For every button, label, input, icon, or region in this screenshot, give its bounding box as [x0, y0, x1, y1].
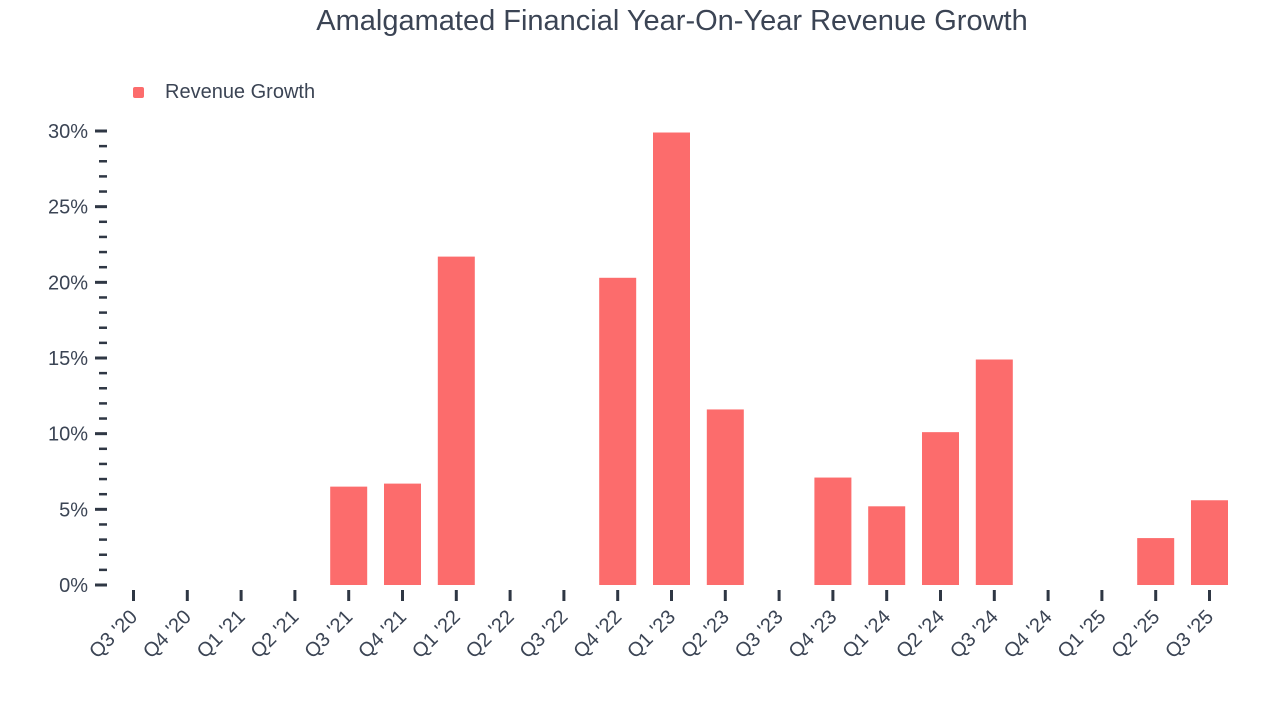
legend: Revenue Growth [133, 81, 315, 104]
x-axis-label: Q3 '23 [731, 606, 788, 663]
x-axis-label: Q2 '24 [892, 606, 949, 663]
x-axis-label: Q1 '24 [838, 606, 895, 663]
x-axis-label: Q3 '24 [946, 606, 1003, 663]
x-axis-label: Q4 '24 [1000, 606, 1057, 663]
x-axis-label: Q4 '23 [785, 606, 842, 663]
bar [437, 256, 475, 585]
x-axis-label: Q3 '22 [516, 606, 573, 663]
y-axis-label: 30% [48, 121, 88, 143]
bar [814, 477, 852, 585]
x-axis-label: Q3 '25 [1161, 606, 1218, 663]
bar [330, 486, 368, 585]
bar [653, 132, 690, 585]
y-axis-label: 5% [59, 499, 88, 521]
x-axis-label: Q1 '25 [1054, 606, 1111, 663]
x-axis-label: Q1 '21 [193, 606, 250, 663]
y-axis-label: 25% [48, 197, 88, 219]
bar [975, 359, 1013, 585]
legend-item-revenue-growth[interactable]: Revenue Growth [133, 81, 315, 104]
x-axis-label: Q4 '22 [569, 606, 626, 663]
chart-title: Amalgamated Financial Year-On-Year Reven… [316, 5, 1028, 37]
y-axis-label: 10% [48, 424, 88, 446]
legend-swatch-icon [133, 86, 144, 98]
bar [922, 432, 959, 585]
x-axis-label: Q1 '22 [408, 606, 465, 663]
legend-label: Revenue Growth [165, 80, 316, 103]
y-axis-label: 15% [48, 348, 88, 370]
bar [868, 506, 906, 585]
x-axis-label: Q2 '25 [1107, 606, 1164, 663]
x-axis-label: Q2 '21 [247, 606, 304, 663]
x-axis-label: Q2 '22 [462, 606, 519, 663]
x-axis-label: Q4 '20 [139, 606, 196, 663]
bar [706, 409, 744, 585]
y-axis-label: 0% [59, 575, 88, 597]
bar [384, 483, 421, 585]
x-axis-label: Q1 '23 [623, 606, 680, 663]
x-axis-label: Q3 '20 [85, 606, 142, 663]
bar [599, 277, 637, 585]
y-axis-label: 20% [48, 272, 88, 294]
x-axis-label: Q3 '21 [300, 606, 357, 663]
x-axis-label: Q2 '23 [677, 606, 734, 663]
bar [1191, 500, 1228, 585]
x-axis-label: Q4 '21 [354, 606, 411, 663]
bar [1137, 538, 1175, 585]
